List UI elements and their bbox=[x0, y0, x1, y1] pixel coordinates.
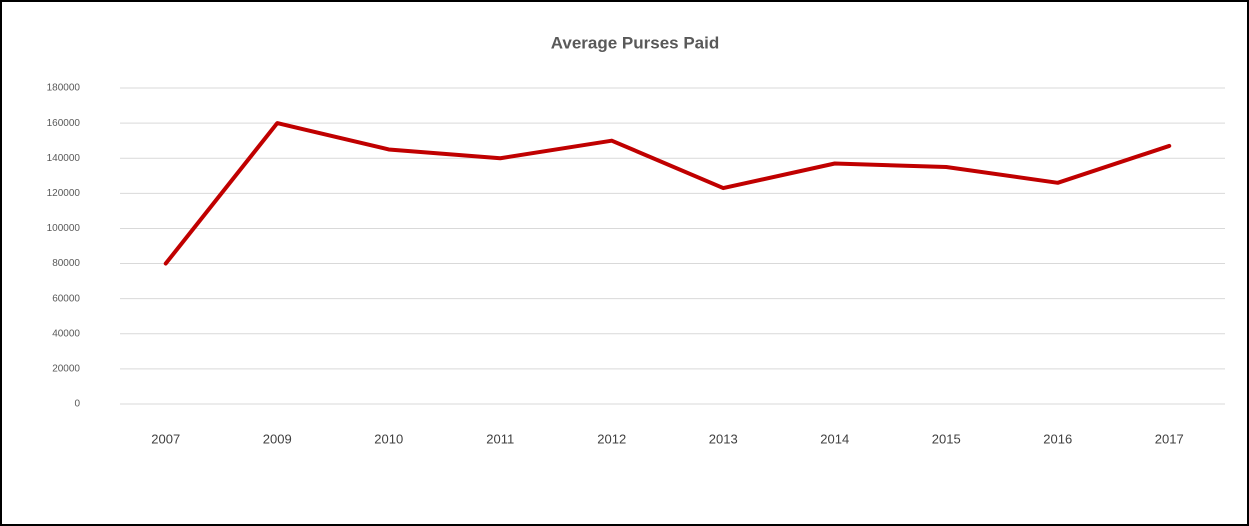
x-tick-label: 2010 bbox=[374, 431, 403, 446]
y-tick-label: 40000 bbox=[52, 328, 80, 339]
y-tick-label: 60000 bbox=[52, 293, 80, 304]
y-tick-label: 0 bbox=[74, 399, 80, 410]
x-tick-label: 2017 bbox=[1155, 431, 1184, 446]
x-tick-label: 2011 bbox=[486, 431, 514, 446]
y-tick-label: 20000 bbox=[52, 364, 80, 375]
x-tick-label: 2014 bbox=[820, 431, 849, 446]
y-tick-label: 140000 bbox=[47, 153, 81, 164]
x-tick-label: 2009 bbox=[263, 431, 292, 446]
y-tick-label: 80000 bbox=[52, 258, 80, 269]
x-tick-label: 2016 bbox=[1043, 431, 1072, 446]
x-tick-label: 2012 bbox=[597, 431, 626, 446]
y-tick-label: 160000 bbox=[47, 118, 81, 129]
data-line bbox=[163, 121, 1172, 266]
y-tick-label: 120000 bbox=[47, 188, 81, 199]
chart-title: Average Purses Paid bbox=[551, 33, 720, 52]
x-tick-label: 2015 bbox=[932, 431, 961, 446]
x-tick-label: 2007 bbox=[151, 431, 180, 446]
y-tick-label: 180000 bbox=[47, 83, 81, 94]
y-tick-label: 100000 bbox=[47, 223, 81, 234]
x-tick-label: 2013 bbox=[709, 431, 738, 446]
